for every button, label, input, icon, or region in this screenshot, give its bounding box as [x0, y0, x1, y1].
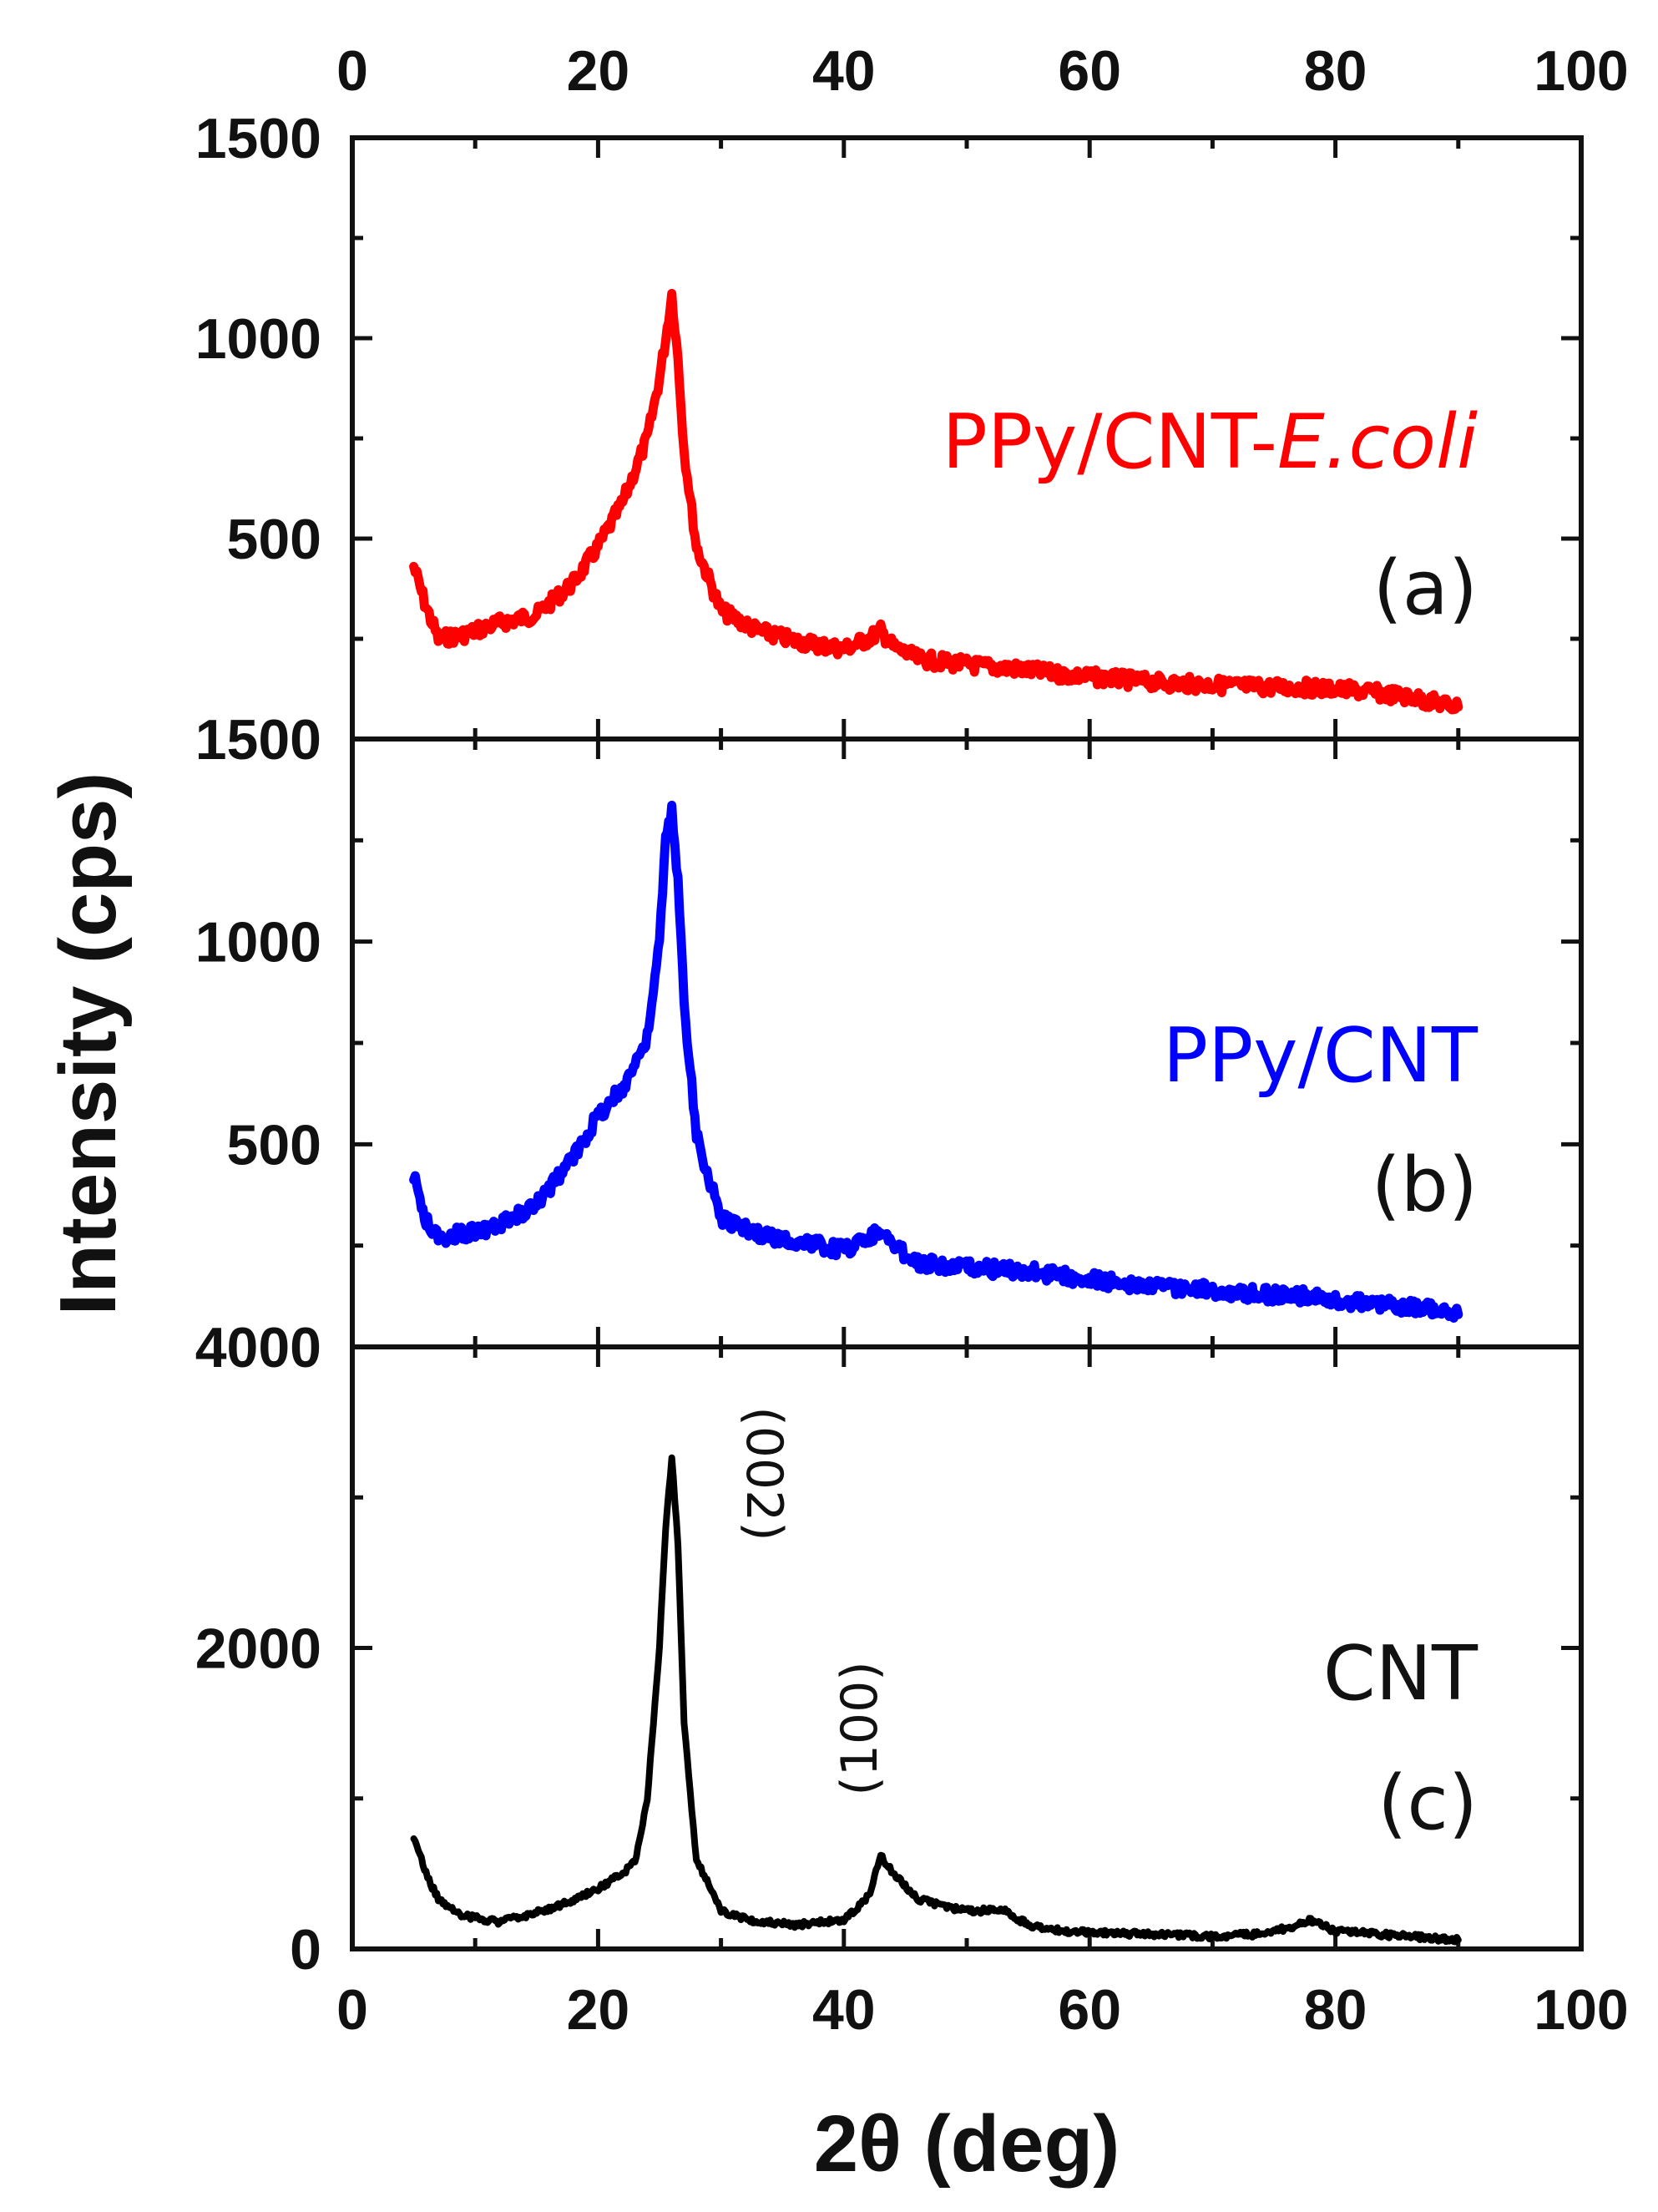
- x-tick-label-top: 0: [336, 39, 368, 103]
- panel-label-c: (c): [1377, 1759, 1478, 1847]
- tick-labels-layer: 0020204040606080801001005001000150050010…: [195, 39, 1629, 2042]
- x-tick-label-top: 60: [1058, 39, 1121, 103]
- y-tick-label-c: 2000: [195, 1617, 321, 1681]
- x-tick-label-top: 40: [812, 39, 876, 103]
- series-line-a: [409, 289, 1463, 715]
- y-tick-label-a: 1000: [195, 307, 321, 371]
- x-tick-label-bottom: 100: [1534, 1978, 1628, 2042]
- ticks-layer: [350, 138, 1584, 1949]
- x-axis-title: 2θ (deg): [814, 2099, 1120, 2189]
- y-axis-title: Intensity (cps): [43, 772, 133, 1316]
- x-tick-label-top: 100: [1534, 39, 1628, 103]
- y-top-label-c: 4000: [195, 1316, 321, 1379]
- x-tick-label-bottom: 40: [812, 1978, 876, 2042]
- y-tick-label-c: 0: [290, 1918, 321, 1982]
- panel-label-b: (b): [1372, 1141, 1478, 1229]
- y-top-label-a: 1500: [195, 107, 321, 170]
- series-line-b: [409, 800, 1463, 1323]
- series-label-a: PPy/CNT-E.coli: [942, 398, 1478, 486]
- x-tick-label-bottom: 20: [567, 1978, 630, 2042]
- panel-label-a: (a): [1373, 544, 1478, 632]
- x-tick-label-bottom: 60: [1058, 1978, 1121, 2042]
- traces-layer: [409, 289, 1463, 1946]
- y-tick-label-b: 500: [227, 1113, 321, 1177]
- x-tick-label-top: 20: [567, 39, 630, 103]
- x-tick-label-bottom: 80: [1304, 1978, 1367, 2042]
- peak-label-002: (002): [735, 1406, 793, 1541]
- x-tick-label-top: 80: [1304, 39, 1367, 103]
- peak-label-100: (100): [831, 1661, 889, 1795]
- y-top-label-b: 1500: [195, 708, 321, 772]
- y-tick-label-a: 500: [227, 508, 321, 571]
- x-tick-label-bottom: 0: [336, 1978, 368, 2042]
- y-tick-label-b: 1000: [195, 911, 321, 974]
- series-label-b: PPy/CNT: [1163, 1012, 1479, 1100]
- series-label-c: CNT: [1323, 1630, 1479, 1718]
- series-line-c: [410, 1454, 1462, 1946]
